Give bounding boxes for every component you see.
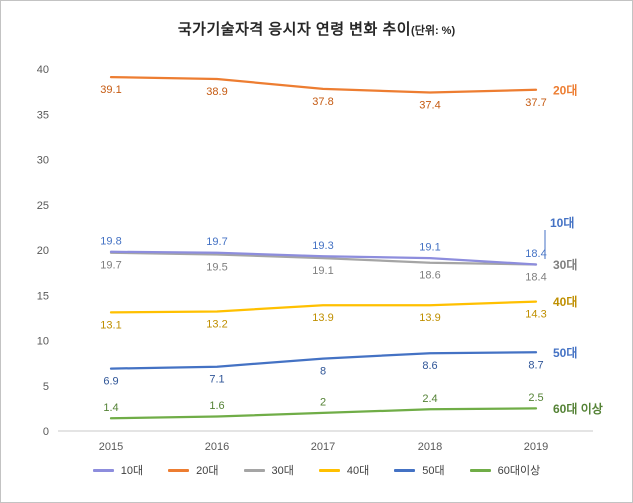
legend-line-marker — [318, 468, 340, 472]
legend-item-30대: 30대 — [243, 462, 294, 478]
data-label-10대: 19.7 — [206, 236, 227, 248]
series-line-30대 — [109, 251, 538, 266]
legend-line-marker — [92, 468, 114, 472]
data-label-60대이상: 1.4 — [103, 402, 118, 414]
y-axis-tick-label: 10 — [37, 336, 49, 348]
data-label-10대: 19.1 — [419, 242, 440, 254]
data-label-30대: 18.4 — [525, 272, 546, 284]
legend-line-marker — [243, 468, 265, 472]
y-axis-tick-label: 5 — [43, 381, 49, 393]
y-axis-tick-label: 40 — [37, 64, 49, 76]
x-axis-tick-label: 2015 — [99, 441, 123, 453]
legend-line-marker — [394, 468, 416, 472]
legend-item-20대: 20대 — [168, 462, 219, 478]
y-axis-tick-label: 30 — [37, 155, 49, 167]
data-label-40대: 14.3 — [525, 309, 546, 321]
data-label-60대이상: 1.6 — [209, 400, 224, 412]
series-line-40대 — [109, 300, 538, 314]
legend-label: 40대 — [346, 465, 370, 477]
chart-title-unit: (단위: %) — [411, 25, 456, 37]
legend-label: 30대 — [271, 465, 294, 477]
legend-label: 60대이상 — [497, 465, 541, 477]
data-label-40대: 13.9 — [312, 312, 333, 324]
series-end-label-10대: 10대 — [550, 216, 574, 230]
chart-title-text: 국가기술자격 응시자 연령 변화 추이 — [177, 21, 412, 38]
legend-line-marker — [168, 468, 190, 472]
series-line-20대 — [109, 75, 538, 94]
data-label-20대: 37.4 — [419, 100, 440, 112]
y-axis-tick-label: 25 — [37, 200, 49, 212]
series-end-label-40대: 40대 — [553, 295, 577, 309]
series-line-60대이상 — [109, 407, 538, 420]
legend-item-10대: 10대 — [92, 462, 144, 478]
data-label-60대이상: 2.5 — [528, 392, 543, 404]
x-axis-tick-label: 2018 — [418, 441, 442, 453]
x-axis-tick-label: 2016 — [205, 441, 229, 453]
legend-label: 20대 — [196, 465, 219, 477]
data-label-50대: 7.1 — [209, 374, 224, 386]
data-label-30대: 18.6 — [419, 270, 440, 282]
legend-label: 50대 — [422, 465, 445, 477]
legend-item-60대이상: 60대이상 — [469, 462, 541, 478]
data-label-10대: 19.3 — [312, 240, 333, 252]
chart-title: 국가기술자격 응시자 연령 변화 추이(단위: %) — [1, 18, 632, 39]
data-label-20대: 37.8 — [312, 96, 333, 108]
x-axis-tick-label: 2017 — [311, 441, 335, 453]
chart-legend: 10대 20대 30대 40대 50대 60대이상 — [1, 462, 632, 478]
legend-label: 10대 — [120, 465, 144, 477]
series-end-label-60대이상: 60대 이상 — [553, 401, 603, 416]
data-label-50대: 8.7 — [528, 359, 543, 371]
series-end-label-50대: 50대 — [553, 346, 577, 360]
data-label-50대: 8 — [320, 366, 326, 378]
x-axis-tick-label: 2019 — [524, 441, 548, 453]
data-label-40대: 13.9 — [419, 312, 440, 324]
data-label-30대: 19.7 — [100, 260, 121, 272]
legend-line-marker — [469, 468, 491, 472]
legend-item-40대: 40대 — [318, 462, 370, 478]
series-end-label-30대: 30대 — [553, 258, 577, 272]
data-label-30대: 19.1 — [312, 265, 333, 277]
data-label-60대이상: 2 — [320, 396, 326, 408]
data-label-10대: 18.4 — [525, 248, 546, 260]
data-label-30대: 19.5 — [206, 262, 227, 274]
data-label-40대: 13.1 — [100, 319, 121, 331]
series-line-10대 — [109, 250, 538, 266]
data-label-40대: 13.2 — [206, 319, 227, 331]
y-axis-tick-label: 15 — [37, 290, 49, 302]
y-axis-tick-label: 0 — [43, 426, 49, 438]
data-label-50대: 6.9 — [103, 376, 118, 388]
data-label-60대이상: 2.4 — [422, 393, 437, 405]
data-label-20대: 39.1 — [100, 84, 121, 96]
data-label-10대: 19.8 — [100, 235, 121, 247]
y-axis-tick-label: 35 — [37, 109, 49, 121]
data-label-50대: 8.6 — [422, 360, 437, 372]
y-axis-tick-label: 20 — [37, 245, 49, 257]
series-line-50대 — [109, 351, 538, 370]
data-label-20대: 37.7 — [525, 97, 546, 109]
data-label-20대: 38.9 — [206, 86, 227, 98]
legend-item-50대: 50대 — [394, 462, 445, 478]
series-end-label-20대: 20대 — [553, 83, 577, 97]
